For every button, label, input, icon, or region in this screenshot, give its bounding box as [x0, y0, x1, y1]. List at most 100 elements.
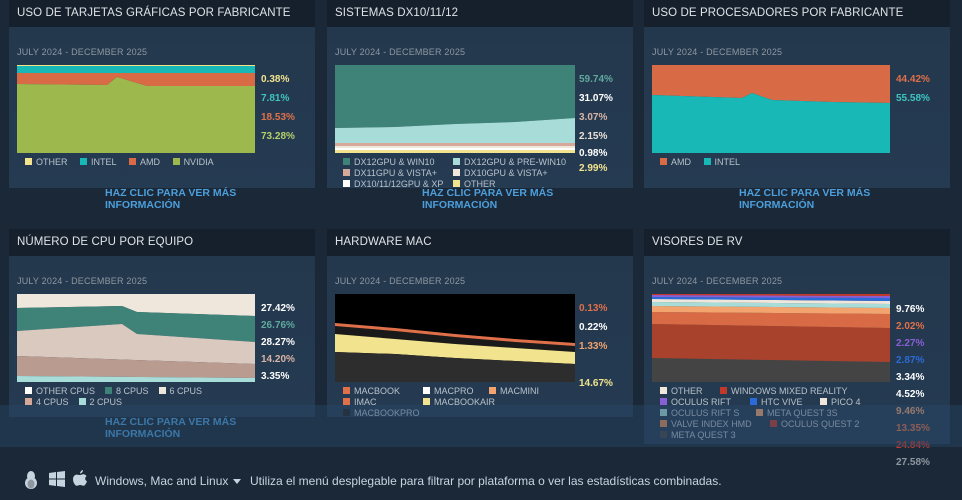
value-macbook: 0.13% [579, 303, 608, 314]
dx-area-chart [335, 65, 575, 153]
legend-item: AMD [129, 157, 160, 168]
panel-date-range: JULY 2024 - DECEMBER 2025 [17, 276, 148, 286]
legend-item: OTHER CPUS [25, 386, 95, 397]
series-dx12-win10 [335, 65, 575, 128]
legend-item: PICO 4 [820, 397, 861, 408]
value-8-cpus: 26.76% [261, 320, 295, 331]
series-dx11-vista [335, 143, 575, 146]
apple-icon[interactable] [73, 470, 87, 493]
legend-item: MACBOOKPRO [343, 408, 420, 419]
series-macbookair [335, 334, 575, 364]
panel-vr-headsets[interactable]: VISORES DE RV JULY 2024 - DECEMBER 2025 … [644, 229, 950, 468]
more-info-link[interactable]: HAZ CLIC PARA VER MÁS INFORMACIÓN [422, 187, 554, 211]
panel-title: HARDWARE MAC [327, 229, 633, 256]
legend-item: 4 CPUS [25, 397, 69, 408]
legend-item: OTHER [660, 386, 710, 397]
value-oculus-rift: 2.27% [896, 338, 925, 349]
legend-swatch [129, 158, 137, 165]
legend-item: 8 CPUS [105, 386, 149, 397]
value-2-cpus: 3.35% [261, 371, 290, 382]
series-wmr [652, 294, 890, 296]
series-imac [335, 323, 575, 346]
panel-gpu-manufacturer[interactable]: USO DE TARJETAS GRÁFICAS POR FABRICANTE … [9, 0, 315, 211]
chart-legend: OTHER INTEL AMD NVIDIA [25, 157, 224, 168]
legend-swatch [660, 398, 667, 405]
dropdown-caret-icon[interactable] [233, 479, 241, 484]
series-valve-index [652, 312, 890, 328]
legend-swatch [343, 180, 350, 187]
legend-swatch [453, 158, 460, 165]
platform-dropdown[interactable]: Windows, Mac and Linux [95, 474, 229, 488]
platform-filter-bar: Windows, Mac and Linux Utiliza el menú d… [0, 458, 962, 500]
chart-legend: DX12GPU & WIN10 DX12GPU & PRE-WIN10 DX11G… [343, 157, 578, 190]
latest-values: 59.74% 31.07% 3.07% 2.15% 0.98% 2.99% [579, 70, 633, 176]
value-meta-quest-3s: 9.46% [896, 406, 925, 417]
panel-title: USO DE PROCESADORES POR FABRICANTE [644, 0, 950, 27]
series-oculus-quest-2 [652, 324, 890, 362]
legend-item: DX12GPU & WIN10 [343, 157, 443, 168]
legend-item: OCULUS RIFT [660, 397, 740, 408]
value-valve-index: 13.35% [896, 423, 930, 434]
series-4-cpus [17, 356, 255, 378]
latest-values: 44.42% 55.58% [896, 70, 950, 108]
legend-swatch [78, 398, 86, 405]
value-oculus-rift-s: 4.52% [896, 389, 925, 400]
panel-date-range: JULY 2024 - DECEMBER 2025 [17, 47, 148, 57]
value-intel: 7.81% [261, 93, 290, 104]
legend-item: OCULUS RIFT S [660, 408, 746, 419]
panel-title: USO DE TARJETAS GRÁFICAS POR FABRICANTE [9, 0, 315, 27]
value-macmini: 1.33% [579, 341, 608, 352]
value-dx10-vista: 2.15% [579, 131, 608, 142]
legend-item: 2 CPUS [78, 397, 122, 408]
more-info-link[interactable]: HAZ CLIC PARA VER MÁS INFORMACIÓN [739, 187, 871, 211]
value-dx12-win10: 59.74% [579, 74, 613, 85]
panel-dx-systems[interactable]: SISTEMAS DX10/11/12 JULY 2024 - DECEMBER… [327, 0, 633, 211]
legend-swatch [172, 158, 180, 165]
legend-swatch [660, 431, 667, 438]
panel-cpu-manufacturer[interactable]: USO DE PROCESADORES POR FABRICANTE JULY … [644, 0, 950, 211]
legend-swatch [343, 387, 350, 394]
legend-swatch [105, 387, 113, 394]
mac-area-chart [335, 294, 575, 382]
more-info-link[interactable]: HAZ CLIC PARA VER MÁS INFORMACIÓN [105, 187, 237, 211]
legend-swatch [756, 409, 763, 416]
legend-swatch [770, 420, 777, 427]
series-dx10-vista [335, 146, 575, 148]
value-intel: 55.58% [896, 93, 930, 104]
legend-item: INTEL [80, 157, 117, 168]
legend-item: INTEL [703, 157, 740, 168]
more-info-link[interactable]: HAZ CLIC PARA VER MÁS INFORMACIÓN [105, 416, 237, 440]
legend-item: 6 CPUS [158, 386, 202, 397]
linux-icon[interactable] [22, 470, 40, 495]
series-8-cpus [17, 306, 255, 342]
legend-swatch [343, 158, 350, 165]
legend-swatch [720, 387, 727, 394]
series-nvidia [17, 77, 255, 153]
series-other-cpus [17, 294, 255, 316]
series-other [335, 150, 575, 153]
chart-legend: MACBOOK MACPRO MACMINI IMAC MACBOOKAIRMACBO… [343, 386, 583, 419]
legend-item: VALVE INDEX HMD [660, 419, 760, 430]
legend-item: MACBOOK [343, 386, 413, 397]
panel-cpu-count[interactable]: NÚMERO DE CPU POR EQUIPO JULY 2024 - DEC… [9, 229, 315, 440]
windows-icon[interactable] [48, 470, 66, 493]
value-pico-4: 3.34% [896, 372, 925, 383]
latest-values: 27.42% 26.76% 28.27% 14.20% 3.35% [261, 300, 315, 385]
legend-item: DX10/11/12GPU & XP [343, 179, 443, 190]
series-pico-4 [652, 299, 890, 304]
filter-hint-text: Utiliza el menú desplegable para filtrar… [250, 474, 722, 488]
series-other [17, 65, 255, 66]
value-oculus-quest-2: 24.84% [896, 440, 930, 451]
legend-item: MACPRO [423, 386, 479, 397]
legend-swatch [703, 158, 711, 165]
legend-item: DX12GPU & PRE-WIN10 [453, 157, 566, 168]
legend-swatch [423, 398, 430, 405]
value-other: 2.99% [579, 163, 608, 174]
legend-swatch [423, 387, 430, 394]
panel-mac-hardware[interactable]: HARDWARE MAC JULY 2024 - DECEMBER 2025 0… [327, 229, 633, 419]
panel-date-range: JULY 2024 - DECEMBER 2025 [335, 47, 466, 57]
panel-title: SISTEMAS DX10/11/12 [327, 0, 633, 27]
legend-item: MACBOOKAIR [423, 397, 503, 408]
value-meta-quest-3: 27.58% [896, 457, 930, 468]
value-macpro: 0.22% [579, 322, 608, 333]
